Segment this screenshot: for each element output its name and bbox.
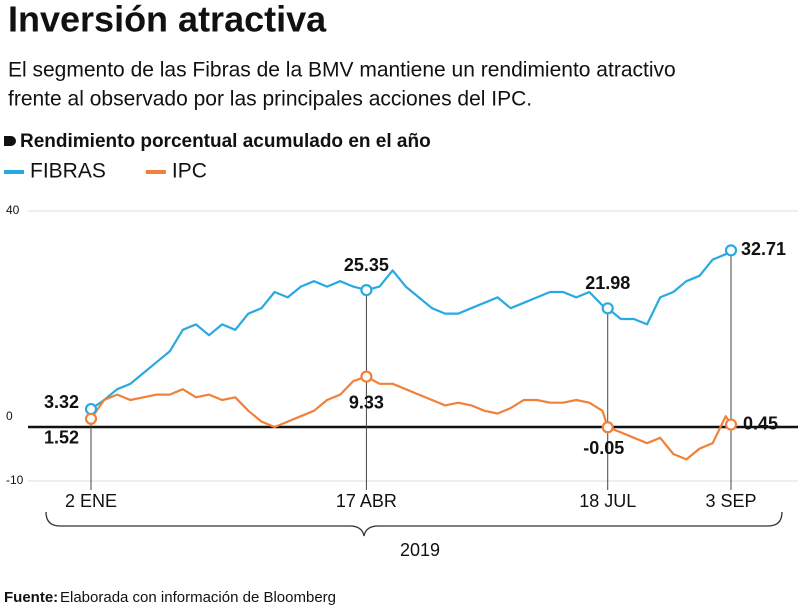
source-label: Fuente:: [4, 589, 58, 606]
x-tick-label: 17 ABR: [336, 491, 397, 511]
highlight-point: [360, 370, 373, 383]
highlight-point: [601, 302, 614, 315]
x-group-label: 2019: [400, 540, 440, 560]
data-label: 0.45: [743, 413, 778, 433]
data-label: 3.32: [44, 392, 79, 412]
highlight-point: [84, 412, 98, 425]
y-tick-label: -10: [6, 473, 24, 487]
highlight-point: [601, 421, 614, 434]
series-line: [90, 249, 732, 410]
source: Elaborada con información de Bloomberg: [60, 589, 336, 606]
highlight-point: [84, 402, 98, 416]
chart-subtitle: Rendimiento porcentual acumulado en el a…: [20, 131, 431, 152]
x-tick-label: 18 JUL: [579, 491, 636, 511]
data-label: 21.98: [585, 273, 630, 293]
data-label: 32.71: [741, 239, 786, 259]
bullet: [4, 136, 16, 146]
title: Inversión atractiva: [8, 0, 327, 40]
data-label: 1.52: [44, 428, 79, 448]
subtitle: El segmento de las Fibras de la BMV mant…: [8, 59, 676, 82]
y-tick-label: 40: [6, 203, 20, 217]
series-line: [90, 375, 732, 461]
highlight-point: [360, 284, 373, 297]
data-label: 9.33: [349, 392, 384, 412]
y-tick-label: 0: [6, 409, 13, 423]
legend-label: IPC: [172, 160, 207, 183]
data-label: -0.05: [583, 438, 624, 458]
subtitle: frente al observado por las principales …: [8, 88, 532, 111]
x-tick-label: 2 ENE: [65, 491, 117, 511]
legend-label: FIBRAS: [30, 160, 106, 183]
x-tick-label: 3 SEP: [705, 491, 756, 511]
highlight-point: [724, 418, 738, 431]
data-label: 25.35: [344, 255, 389, 275]
highlight-point: [724, 244, 738, 257]
brace: [45, 511, 783, 537]
